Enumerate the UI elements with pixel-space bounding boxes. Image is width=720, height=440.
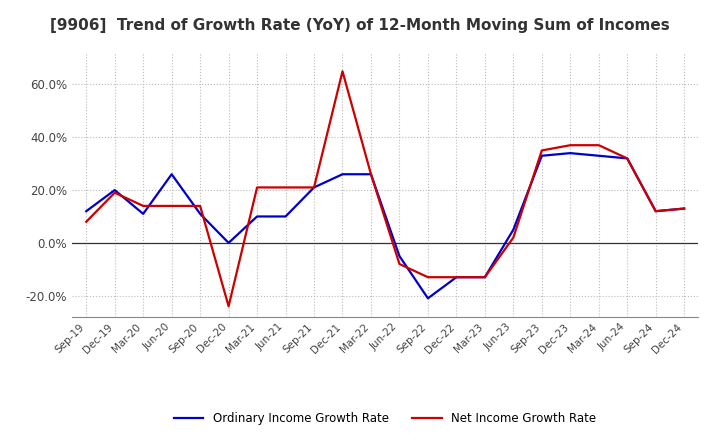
Ordinary Income Growth Rate: [310, 185, 318, 190]
Net Income Growth Rate: [310, 185, 318, 190]
Net Income Growth Rate: [338, 69, 347, 74]
Ordinary Income Growth Rate: [566, 150, 575, 156]
Net Income Growth Rate: [623, 156, 631, 161]
Ordinary Income Growth Rate: [338, 172, 347, 177]
Net Income Growth Rate: [196, 203, 204, 209]
Ordinary Income Growth Rate: [395, 253, 404, 259]
Ordinary Income Growth Rate: [595, 153, 603, 158]
Net Income Growth Rate: [680, 206, 688, 211]
Net Income Growth Rate: [509, 235, 518, 240]
Ordinary Income Growth Rate: [167, 172, 176, 177]
Net Income Growth Rate: [139, 203, 148, 209]
Net Income Growth Rate: [595, 143, 603, 148]
Net Income Growth Rate: [480, 275, 489, 280]
Net Income Growth Rate: [423, 275, 432, 280]
Legend: Ordinary Income Growth Rate, Net Income Growth Rate: Ordinary Income Growth Rate, Net Income …: [169, 407, 601, 429]
Net Income Growth Rate: [452, 275, 461, 280]
Net Income Growth Rate: [652, 209, 660, 214]
Ordinary Income Growth Rate: [253, 214, 261, 219]
Ordinary Income Growth Rate: [623, 156, 631, 161]
Ordinary Income Growth Rate: [537, 153, 546, 158]
Net Income Growth Rate: [395, 261, 404, 267]
Line: Net Income Growth Rate: Net Income Growth Rate: [86, 71, 684, 306]
Ordinary Income Growth Rate: [509, 227, 518, 232]
Ordinary Income Growth Rate: [282, 214, 290, 219]
Net Income Growth Rate: [282, 185, 290, 190]
Ordinary Income Growth Rate: [680, 206, 688, 211]
Line: Ordinary Income Growth Rate: Ordinary Income Growth Rate: [86, 153, 684, 298]
Net Income Growth Rate: [110, 190, 119, 195]
Ordinary Income Growth Rate: [452, 275, 461, 280]
Ordinary Income Growth Rate: [366, 172, 375, 177]
Net Income Growth Rate: [225, 304, 233, 309]
Ordinary Income Growth Rate: [82, 209, 91, 214]
Net Income Growth Rate: [82, 219, 91, 224]
Text: [9906]  Trend of Growth Rate (YoY) of 12-Month Moving Sum of Incomes: [9906] Trend of Growth Rate (YoY) of 12-…: [50, 18, 670, 33]
Net Income Growth Rate: [566, 143, 575, 148]
Ordinary Income Growth Rate: [110, 187, 119, 193]
Net Income Growth Rate: [253, 185, 261, 190]
Ordinary Income Growth Rate: [423, 296, 432, 301]
Ordinary Income Growth Rate: [196, 211, 204, 216]
Net Income Growth Rate: [366, 172, 375, 177]
Ordinary Income Growth Rate: [139, 211, 148, 216]
Net Income Growth Rate: [537, 148, 546, 153]
Ordinary Income Growth Rate: [480, 275, 489, 280]
Ordinary Income Growth Rate: [225, 240, 233, 246]
Ordinary Income Growth Rate: [652, 209, 660, 214]
Net Income Growth Rate: [167, 203, 176, 209]
